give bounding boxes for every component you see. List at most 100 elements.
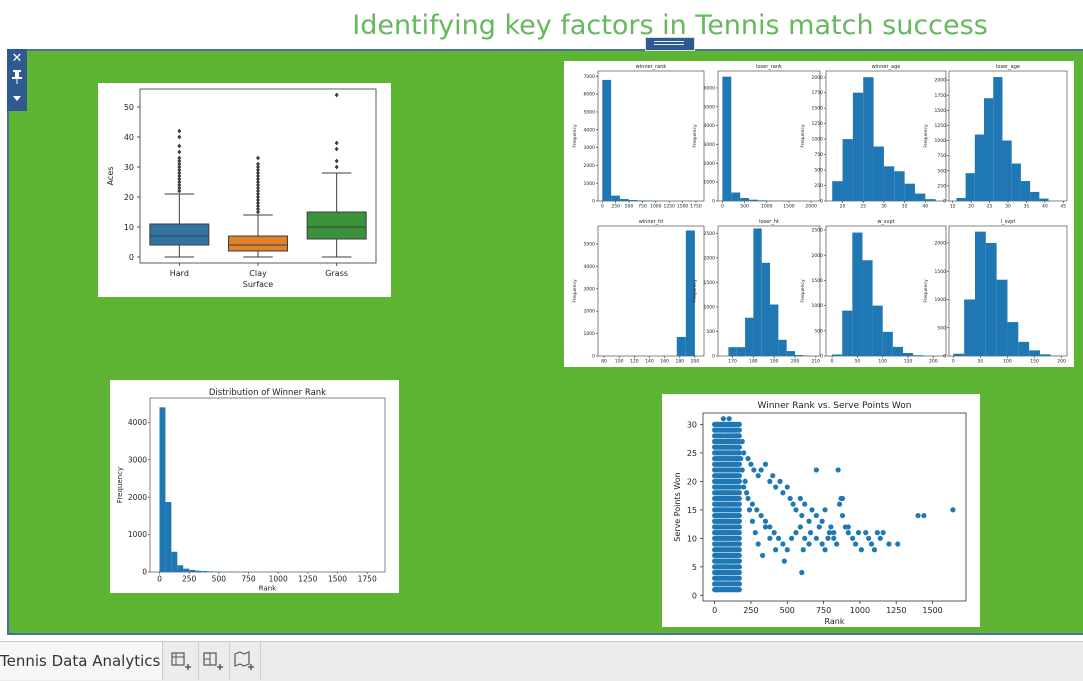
histogram-bar	[611, 196, 620, 201]
scatter-point	[737, 502, 742, 507]
x-tick-label: 0	[601, 204, 604, 210]
box-hard	[150, 224, 209, 245]
scatter-point	[741, 484, 746, 489]
y-axis-label: Frequency	[800, 124, 806, 148]
x-tick-label: 50	[855, 359, 861, 365]
histogram-bar	[832, 354, 842, 356]
scatter-point	[814, 536, 819, 541]
outlier-point	[256, 162, 260, 167]
new-story-icon[interactable]	[233, 650, 255, 672]
x-tick-label: 150	[1030, 359, 1039, 365]
y-tick-label: 5	[692, 563, 697, 572]
scatter-point	[718, 564, 723, 569]
y-axis-label: Frequency	[923, 279, 929, 303]
scatter-point	[737, 564, 742, 569]
scatter-point	[881, 530, 886, 535]
scatter-point	[856, 530, 861, 535]
x-tick-label: 2000	[805, 204, 817, 210]
close-icon[interactable]: ✕	[7, 50, 27, 68]
y-tick-label: 15	[687, 506, 697, 515]
histogram-bar	[1007, 322, 1018, 356]
sheet-tab-label: Tennis Data Analytics	[0, 652, 160, 670]
scatter-point	[753, 530, 758, 535]
x-tick-label: 40	[922, 204, 928, 210]
histogram-bar	[722, 77, 731, 201]
y-tick-label: 0	[592, 354, 595, 360]
scatter-point	[773, 547, 778, 552]
scatter-point	[737, 553, 742, 558]
scatter-point	[777, 479, 782, 484]
scatter-point	[763, 519, 768, 524]
histogram-bar	[1040, 354, 1051, 356]
scatter-point	[808, 530, 813, 535]
scatter-point	[789, 536, 794, 541]
histogram-bar	[984, 98, 993, 201]
scatter-point	[759, 467, 764, 472]
y-axis-label: Frequency	[116, 467, 124, 503]
scatter-point	[713, 547, 718, 552]
y-tick-label: 0	[592, 199, 595, 205]
scatter-point	[793, 507, 798, 512]
scatter-point	[719, 502, 724, 507]
scatter-point	[724, 507, 729, 512]
x-tick-label: 1250	[298, 575, 317, 584]
y-axis-label: Aces	[106, 167, 115, 186]
histogram-bar	[883, 332, 893, 356]
x-axis-label: Rank	[259, 585, 277, 593]
histogram-bar	[745, 318, 753, 356]
y-tick-label: 500	[814, 168, 823, 174]
y-tick-label: 2000	[584, 309, 596, 315]
x-tick-label: 25	[860, 204, 866, 210]
x-tick-label: 1250	[886, 606, 906, 615]
y-tick-label: 1750	[812, 90, 824, 96]
scatter-point	[719, 541, 724, 546]
y-tick-label: 6000	[704, 86, 716, 92]
x-tick-label: 190	[770, 359, 779, 365]
scatter-point	[740, 439, 745, 444]
y-tick-label: 0	[820, 199, 823, 205]
scatter-point	[760, 553, 765, 558]
scatter-point	[773, 484, 778, 489]
scatter-point	[737, 576, 742, 581]
scatter-point	[737, 479, 742, 484]
pin-icon[interactable]	[7, 70, 27, 88]
more-options-icon[interactable]	[7, 90, 27, 108]
scatter-point	[734, 587, 739, 592]
y-tick-label: 2000	[812, 253, 824, 259]
y-axis-label: Frequency	[572, 124, 578, 148]
y-axis-label: Frequency	[800, 279, 806, 303]
histogram-bar	[183, 569, 189, 572]
y-tick-label: 0	[129, 253, 134, 262]
y-tick-label: 3000	[128, 455, 147, 464]
sheet-tab-tennis-data-analytics[interactable]: Tennis Data Analytics	[0, 642, 163, 680]
x-tick-label: 250	[743, 606, 758, 615]
y-tick-label: 0	[712, 199, 715, 205]
histogram-bar	[787, 351, 795, 356]
scatter-point	[737, 507, 742, 512]
scatter-point	[806, 519, 811, 524]
y-tick-label: 2000	[935, 241, 947, 247]
new-dashboard-icon[interactable]	[202, 650, 224, 672]
y-tick-label: 1000	[812, 137, 824, 143]
x-tick-label: 0	[831, 359, 834, 365]
histogram-bar	[894, 171, 904, 201]
x-tick-label: 1500	[783, 204, 795, 210]
y-tick-label: 5000	[584, 242, 596, 248]
scatter-point	[798, 524, 803, 529]
scatter-point	[718, 553, 723, 558]
scatter-point	[718, 513, 723, 518]
histogram-bar	[997, 280, 1008, 356]
new-worksheet-icon[interactable]	[170, 650, 192, 672]
x-tick-label: 0	[721, 204, 724, 210]
histogram-bar	[925, 199, 935, 201]
x-tick-label: 500	[740, 204, 749, 210]
outlier-point	[256, 156, 260, 161]
scatter-point	[820, 519, 825, 524]
subplot-title: winner_ht	[639, 219, 664, 225]
scatter-point	[866, 536, 871, 541]
histogram-bar	[966, 173, 975, 201]
y-tick-label: 5000	[584, 110, 596, 116]
drag-handle[interactable]	[645, 37, 695, 51]
scatter-point	[721, 490, 726, 495]
